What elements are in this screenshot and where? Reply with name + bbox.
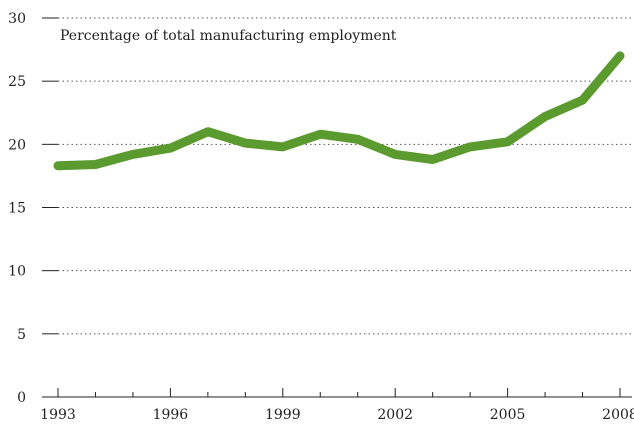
- x-tick-label: 2008: [602, 407, 634, 423]
- x-tick-label: 2005: [490, 407, 526, 423]
- x-tick-label: 2002: [377, 407, 413, 423]
- x-tick-label: 1999: [265, 407, 301, 423]
- x-tick-label: 1993: [40, 407, 76, 423]
- x-tick-label: 1996: [153, 407, 189, 423]
- y-tick-label: 0: [17, 390, 26, 406]
- axes: 0 5 10 15 20 25 30 1993 1996 1999 2002 2005 2008: [8, 11, 634, 423]
- series-layer: [53, 51, 625, 171]
- y-tick-label: 10: [8, 264, 26, 280]
- chart-annotation: Percentage of total manufacturing employ…: [60, 28, 397, 44]
- y-tick-label: 20: [8, 137, 26, 153]
- y-tick-label: 15: [8, 201, 26, 217]
- y-tick-label: 25: [8, 74, 26, 90]
- series-line: [53, 51, 625, 171]
- y-tick-label: 5: [17, 327, 26, 343]
- y-tick-label: 30: [8, 11, 26, 27]
- gridlines: [58, 17, 632, 335]
